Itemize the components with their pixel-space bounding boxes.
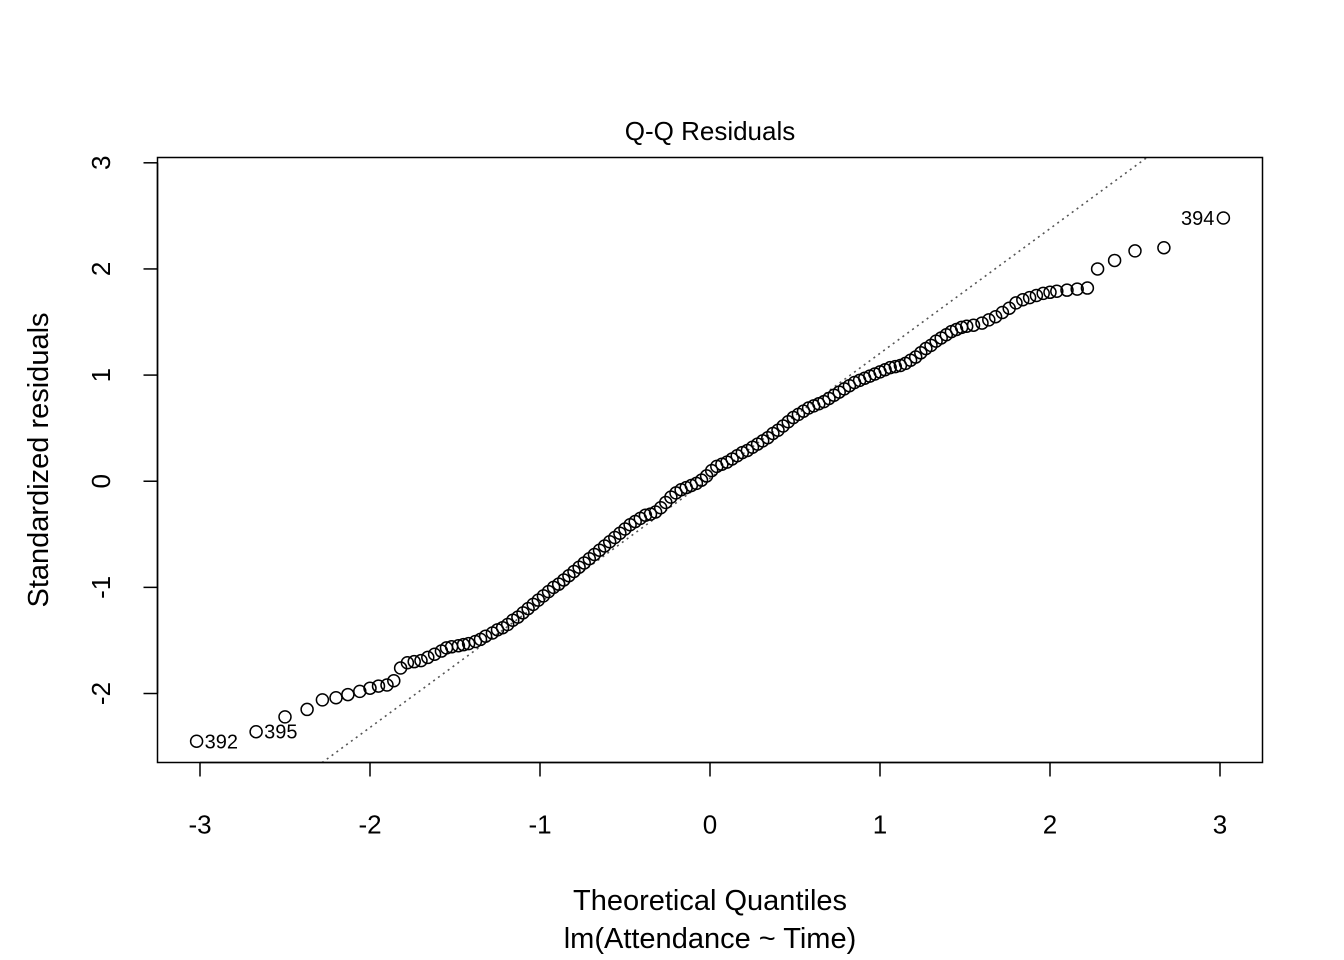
- data-point: [341, 687, 355, 702]
- point-labels-group: 394 392 395: [205, 208, 1215, 753]
- data-point: [315, 693, 330, 707]
- data-point: [995, 305, 1010, 320]
- data-point: [1060, 283, 1074, 297]
- data-point: [414, 653, 428, 668]
- point-label-394: 394: [1181, 208, 1214, 230]
- data-point: [1090, 262, 1105, 276]
- x-tick-label: -3: [188, 810, 211, 840]
- data-point: [300, 702, 314, 717]
- data-point: [1009, 296, 1023, 310]
- data-points-group: [189, 211, 1231, 749]
- y-tick-label: 2: [86, 262, 116, 276]
- y-axis: -2 -1 0 1 2 3: [86, 156, 159, 705]
- point-label-395: 395: [264, 722, 297, 744]
- y-tick-label: -1: [86, 576, 116, 599]
- data-point: [400, 655, 415, 670]
- data-point: [966, 318, 981, 332]
- data-point: [1036, 286, 1050, 301]
- x-tick-label: 2: [1043, 810, 1057, 840]
- y-tick-label: -2: [86, 682, 116, 705]
- data-point: [1157, 240, 1171, 255]
- y-tick-label: 3: [86, 156, 116, 170]
- data-point: [1080, 281, 1095, 295]
- x-axis-subtitle: lm(Attendance ~ Time): [564, 923, 857, 955]
- y-tick-label: 0: [86, 474, 116, 488]
- reference-line: [320, 157, 1149, 763]
- data-point: [959, 319, 974, 334]
- x-tick-label: 1: [873, 810, 887, 840]
- data-point: [1107, 253, 1122, 268]
- x-tick-label: -1: [528, 810, 551, 840]
- data-point: [278, 710, 292, 724]
- data-point: [451, 638, 466, 653]
- data-point: [461, 636, 476, 651]
- data-point: [427, 647, 442, 661]
- data-point: [1043, 285, 1057, 300]
- data-point: [363, 681, 377, 695]
- y-axis-title: Standardized residuals: [23, 312, 55, 607]
- data-point: [988, 309, 1003, 324]
- data-point: [883, 360, 897, 375]
- point-label-392: 392: [205, 731, 238, 753]
- x-tick-label: 3: [1213, 810, 1227, 840]
- data-point: [329, 691, 343, 705]
- data-point: [421, 650, 435, 665]
- data-point: [249, 724, 263, 739]
- data-point: [1216, 211, 1231, 225]
- data-point: [982, 313, 996, 327]
- data-point: [189, 734, 204, 749]
- data-point: [1070, 282, 1084, 296]
- plot-frame: [156, 156, 1264, 764]
- x-axis-title: Theoretical Quantiles: [573, 885, 847, 917]
- data-point: [1016, 292, 1030, 307]
- data-point: [1029, 288, 1044, 303]
- data-point: [407, 654, 421, 669]
- data-point: [387, 674, 401, 688]
- data-point: [371, 679, 386, 693]
- data-point: [1022, 290, 1037, 305]
- data-point: [1128, 244, 1142, 258]
- data-point: [478, 629, 493, 643]
- x-axis: -3 -2 -1 0 1 2 3: [188, 761, 1227, 840]
- y-tick-label: 1: [86, 368, 116, 382]
- data-point: [975, 316, 989, 330]
- x-tick-label: -2: [358, 810, 381, 840]
- chart-title: Q-Q Residuals: [625, 116, 796, 146]
- data-point: [1050, 284, 1064, 298]
- reference-line-group: [320, 157, 1149, 763]
- x-tick-label: 0: [703, 810, 717, 840]
- data-point: [380, 678, 394, 692]
